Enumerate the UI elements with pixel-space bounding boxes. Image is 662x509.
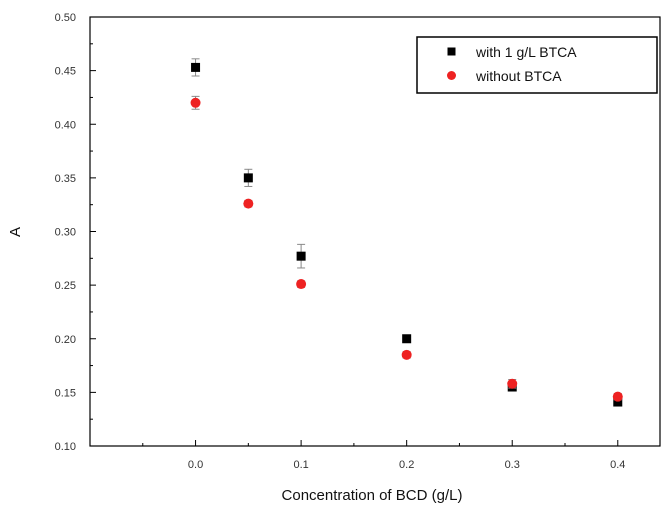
y-tick-label: 0.40	[55, 119, 76, 131]
legend-box	[416, 36, 658, 94]
x-tick-label: 0.3	[505, 459, 520, 471]
y-tick-label: 0.10	[55, 441, 76, 453]
x-tick-label: 0.2	[399, 459, 414, 471]
y-tick-label: 0.20	[55, 334, 76, 346]
data-point-circle	[401, 349, 412, 360]
data-point-circle	[190, 97, 201, 108]
x-tick-label: 0.4	[610, 459, 625, 471]
legend-label-without-btca: without BTCA	[475, 68, 562, 84]
legend: with 1 g/L BTCA without BTCA	[416, 36, 658, 94]
data-point-circle	[612, 391, 623, 402]
y-tick-label: 0.35	[55, 173, 76, 185]
data-point-circle	[507, 378, 518, 389]
y-tick-label: 0.50	[55, 12, 76, 24]
x-tick-label: 0.0	[188, 459, 203, 471]
data-point-circle	[243, 198, 254, 209]
y-tick-label: 0.30	[55, 227, 76, 239]
x-axis-title: Concentration of BCD (g/L)	[282, 487, 463, 504]
data-marks	[190, 58, 623, 407]
y-tick-label: 0.25	[55, 280, 76, 292]
data-point-circle	[296, 279, 307, 290]
legend-label-with-btca: with 1 g/L BTCA	[475, 44, 577, 60]
data-point-square	[296, 251, 306, 261]
ticks: 0.10 0.15 0.20 0.25 0.30 0.35 0.40 0.45 0.50 0.0 0…	[55, 12, 626, 471]
data-point-square	[191, 62, 201, 72]
y-tick-label: 0.45	[55, 66, 76, 78]
y-axis-title: A	[7, 227, 24, 237]
legend-marker-without-btca	[447, 71, 456, 80]
y-tick-label: 0.15	[55, 387, 76, 399]
data-point-square	[613, 397, 623, 407]
series-without-btca	[190, 95, 623, 402]
legend-marker-with-btca	[447, 47, 456, 56]
x-tick-label: 0.1	[293, 459, 308, 471]
data-point-square	[243, 173, 253, 183]
data-point-square	[402, 334, 412, 344]
